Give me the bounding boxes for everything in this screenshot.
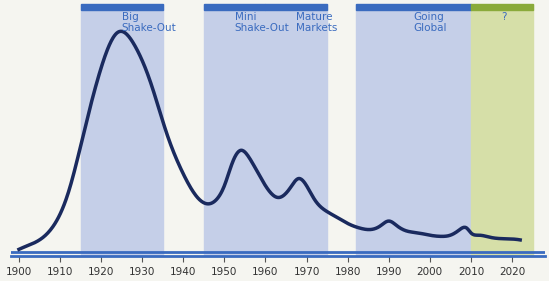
Bar: [266, 4, 327, 10]
Text: ?: ?: [502, 12, 507, 22]
Bar: [81, 4, 163, 257]
Bar: [204, 4, 266, 257]
Bar: [204, 4, 266, 10]
Text: Mature
Markets: Mature Markets: [296, 12, 338, 33]
Text: Mini
Shake-Out: Mini Shake-Out: [234, 12, 289, 33]
Bar: [356, 4, 471, 257]
Text: Big
Shake-Out: Big Shake-Out: [122, 12, 176, 33]
Bar: [471, 4, 533, 10]
Bar: [356, 4, 471, 10]
Text: Going
Global: Going Global: [413, 12, 447, 33]
Bar: [266, 4, 327, 257]
Bar: [471, 4, 533, 257]
Bar: [81, 4, 163, 10]
